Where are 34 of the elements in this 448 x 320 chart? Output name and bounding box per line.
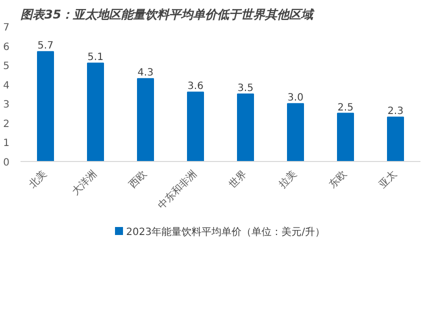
data-label: 4.3 [138,68,154,79]
x-tick-label: 北美 [26,168,50,191]
bar [187,92,204,162]
chart-title: 图表35：亚太地区能量饮料平均单价低于世界其他区域 [20,8,316,22]
bar [137,78,154,162]
y-tick-label: 5 [3,61,10,72]
y-tick-label: 4 [3,80,10,92]
x-tick-label: 中东和非洲 [156,168,200,212]
y-tick-label: 2 [3,118,10,130]
bar [387,116,404,162]
x-tick-label: 拉美 [276,168,300,191]
bar [87,62,104,162]
y-tick-label: 1 [3,138,10,150]
data-label: 3.6 [188,81,204,92]
data-label: 5.1 [88,52,104,64]
x-tick-label: 世界 [226,168,250,191]
x-tick-label: 大洋洲 [70,168,100,198]
x-tick-label: 西欧 [127,168,150,191]
y-tick-label: 7 [3,22,10,34]
x-tick-label: 亚太 [376,168,400,191]
data-label: 3.5 [238,83,254,94]
bar [237,94,254,162]
y-tick-label: 6 [3,42,10,53]
y-tick-label: 3 [3,100,10,111]
legend-label: 2023年能量饮料平均单价（单位：美元/升） [126,227,325,238]
bar [287,103,304,162]
data-label: 2.3 [388,106,404,118]
y-tick-label: 0 [3,158,10,168]
bar [337,112,354,162]
x-tick-label: 东欧 [326,168,350,191]
data-label: 2.5 [338,102,354,114]
data-label: 5.7 [38,40,54,52]
data-label: 3.0 [288,92,304,104]
bar [37,51,54,162]
